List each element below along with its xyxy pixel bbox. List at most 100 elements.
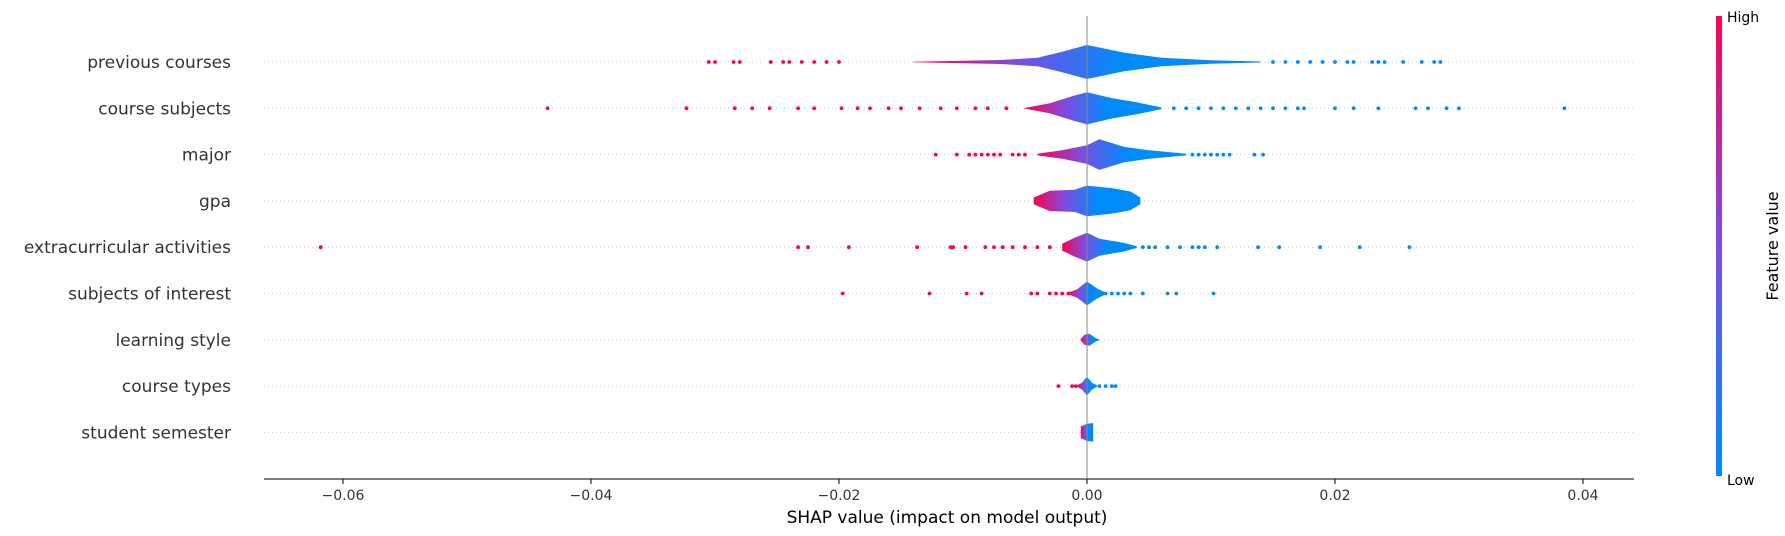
point-low-course-subjects [1209,106,1213,111]
point-high-course-subjects [973,106,978,111]
point-low-major [1196,152,1201,157]
point-low-subjects-of-interest [1140,291,1145,296]
point-low-course-types [1103,384,1108,388]
colorbar-title: Feature value [1763,191,1782,300]
point-high-course-subjects [750,106,755,111]
point-high-previous-courses [812,60,817,64]
point-high-major [1023,152,1027,157]
point-low-previous-courses [1432,60,1437,64]
point-high-subjects-of-interest [1066,291,1071,296]
feature-label-major: major [182,146,231,166]
colorbar [1716,16,1722,476]
point-low-extracurricular-activities [1178,245,1182,250]
point-high-course-subjects [767,106,772,111]
feature-label-course-subjects: course subjects [98,99,231,119]
point-low-previous-courses [1271,60,1275,64]
colorbar-high-label: High [1727,10,1759,26]
violin-major [1037,139,1187,170]
point-high-course-subjects [684,106,689,111]
feature-rows: previous courses course subjects major gpa e… [24,45,1634,443]
point-low-major [1190,152,1195,157]
point-low-extracurricular-activities [1256,245,1260,250]
point-low-extracurricular-activities [1202,245,1207,250]
point-low-previous-courses [1351,60,1356,64]
point-low-course-subjects [1562,106,1567,111]
point-high-course-subjects [938,106,943,111]
point-low-course-subjects [1457,106,1461,111]
x-tick-label: −0.04 [570,488,613,504]
x-tick-label: 0.00 [1071,488,1102,504]
point-high-extracurricular-activities [992,245,996,250]
point-low-extracurricular-activities [1196,245,1201,250]
point-high-major [973,152,978,157]
point-high-extracurricular-activities [796,245,800,250]
point-high-course-subjects [545,106,550,111]
point-high-previous-courses [781,60,786,64]
point-low-course-types [1113,384,1118,388]
x-tick-label: 0.04 [1567,488,1598,504]
point-high-course-subjects [917,106,922,111]
point-low-major [1252,152,1257,157]
point-low-major [1202,152,1207,157]
point-low-major [1215,152,1220,157]
feature-label-previous-courses: previous courses [87,53,231,73]
point-low-course-subjects [1246,106,1251,111]
point-high-course-subjects [886,106,891,111]
point-high-subjects-of-interest [927,291,932,296]
point-low-subjects-of-interest [1103,291,1108,296]
point-high-extracurricular-activities [318,245,323,250]
point-low-course-subjects [1426,106,1430,111]
point-high-course-subjects [954,106,959,111]
point-high-previous-courses [837,60,841,64]
point-high-previous-courses [713,60,717,64]
point-high-course-types [1073,384,1078,388]
point-high-previous-courses [706,60,711,64]
point-low-subjects-of-interest [1174,291,1179,296]
point-low-course-subjects [1351,106,1356,111]
x-tick-label: 0.02 [1319,488,1350,504]
point-high-extracurricular-activities [806,245,810,250]
point-high-major [954,152,959,157]
point-low-course-subjects [1413,106,1418,111]
point-high-extracurricular-activities [915,245,919,250]
point-high-previous-courses [737,60,742,64]
point-high-previous-courses [731,60,736,64]
point-low-previous-courses [1438,60,1443,64]
x-axis-ticks: −0.06 −0.04 −0.02 0.00 0.02 0.04 [322,479,1599,504]
point-high-extracurricular-activities [1010,245,1015,250]
point-high-subjects-of-interest [964,291,969,296]
point-low-course-subjects [1184,106,1189,111]
point-low-subjects-of-interest [1116,291,1120,296]
point-low-previous-courses [1320,60,1325,64]
point-high-major [985,152,990,157]
point-high-subjects-of-interest [1054,291,1058,296]
point-high-subjects-of-interest [840,291,845,296]
violin-learning-style [1080,333,1100,346]
point-high-major [967,152,972,157]
point-low-previous-courses [1382,60,1387,64]
point-low-subjects-of-interest [1122,291,1127,296]
point-high-course-subjects [732,106,737,111]
point-low-course-subjects [1258,106,1263,111]
point-high-major [933,152,938,157]
point-low-subjects-of-interest [1109,291,1114,296]
x-tick-label: −0.06 [322,488,365,504]
point-low-course-types [1109,384,1114,388]
point-high-course-subjects [855,106,860,111]
point-high-extracurricular-activities [1023,245,1027,250]
point-high-extracurricular-activities [983,245,988,250]
point-low-course-subjects [1171,106,1176,111]
point-low-course-subjects [1295,106,1300,111]
point-high-extracurricular-activities [847,245,851,250]
feature-label-learning-style: learning style [115,331,231,351]
point-low-course-subjects [1376,106,1381,111]
point-low-extracurricular-activities [1190,245,1195,250]
point-low-subjects-of-interest [1165,291,1170,296]
point-low-extracurricular-activities [1215,245,1220,250]
point-low-extracurricular-activities [1318,245,1322,250]
point-high-extracurricular-activities [1047,245,1052,250]
point-high-extracurricular-activities [951,245,955,250]
point-high-major [992,152,996,157]
point-low-course-subjects [1271,106,1275,111]
